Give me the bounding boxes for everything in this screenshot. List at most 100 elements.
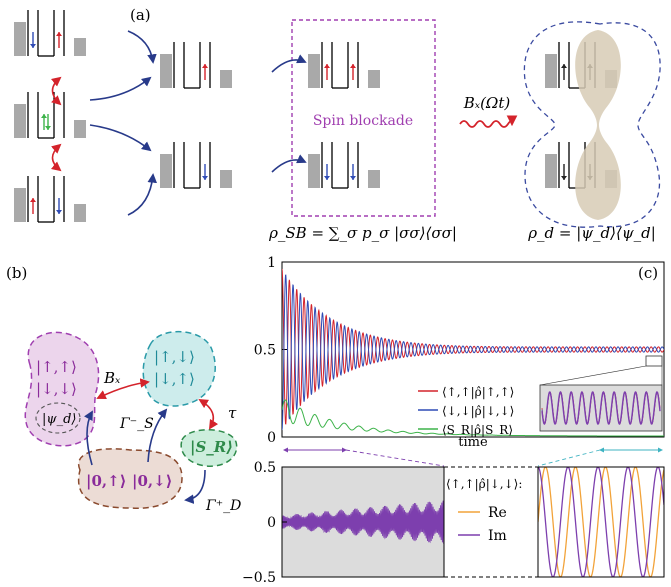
legend-text-sr: ⟨S_R|ρ̂|S_R⟩ (442, 423, 513, 437)
lower-ticks: 0.5 0 −0.5 (242, 460, 287, 586)
spin-arrowhead (56, 210, 62, 214)
gamma-s-label: Γ⁻_S (119, 416, 154, 432)
lead-right (74, 38, 86, 56)
lower-left-series (282, 500, 444, 544)
arrow-a1 (127, 30, 157, 64)
lower-ytick-label-0: 0.5 (254, 460, 276, 476)
lower-late-im (538, 467, 664, 577)
arrow-a3 (89, 124, 152, 152)
arrow-a6 (271, 154, 307, 173)
spin-arrowhead (30, 44, 36, 48)
lead-left (160, 154, 172, 188)
panel-b-label: (b) (6, 264, 27, 282)
zoom-line-1 (539, 365, 647, 386)
upper-ytick-label-0: 0 (267, 430, 276, 446)
upper-series (282, 268, 664, 437)
spin-arrowhead (56, 32, 62, 36)
drive-label: Bₓ(Ωt) (463, 94, 511, 112)
drive-wave-arrow (459, 115, 518, 128)
lower-im-early (282, 500, 444, 544)
dqd-downup-left (14, 176, 86, 223)
spin-arrowhead (30, 198, 36, 202)
spin-arrowhead (324, 176, 330, 180)
spin-arrowhead (561, 176, 567, 180)
red-arrow-a2 (51, 143, 62, 172)
lead-right (220, 70, 232, 88)
rho-sb-label: ρ_SB = ∑_σ p_σ |σσ⟩⟨σσ| (268, 224, 457, 242)
dash-connector-left (345, 449, 445, 467)
lower-legend-bg (446, 470, 536, 560)
tau-arrow (198, 399, 219, 430)
lead-right (368, 70, 380, 88)
lead-right (74, 204, 86, 222)
lead-left (545, 54, 557, 88)
spin-arrowhead (202, 176, 208, 180)
blob-cyan (142, 331, 216, 407)
lead-left (308, 54, 320, 88)
spin-arrowhead (324, 64, 330, 68)
blob-cyan-line2: |↓,↑⟩ (154, 370, 195, 388)
dqd-updown-left (14, 10, 86, 57)
lead-right (74, 120, 86, 138)
arrow-a5 (271, 54, 307, 73)
lower-legend-text-re: Re (488, 505, 507, 521)
lower-legend-text-im: Im (488, 528, 507, 544)
blob-brown (77, 448, 183, 509)
lead-left (14, 188, 26, 222)
upper-series-0 (282, 268, 664, 425)
inset-series (541, 390, 661, 426)
legend-text-uu: ⟨↑,↑|ρ̂|↑,↑⟩ (442, 385, 514, 399)
upper-ytick-label-1: 0.5 (254, 343, 276, 359)
lead-right (368, 170, 380, 188)
blob-cyan-line1: |↑,↓⟩ (154, 348, 195, 366)
psi-d-label: |ψ_d⟩ (42, 412, 76, 427)
gamma-d-label: Γ⁺_D (205, 498, 241, 514)
lower-legend-title: ⟨↑,↑|ρ̂|↓,↓⟩: (446, 477, 522, 491)
tau-label: τ (228, 404, 237, 422)
blob-green (180, 429, 238, 467)
upper-ticks: 00.51 (254, 255, 287, 446)
spin-arrowhead (350, 176, 356, 180)
lower-right-series (538, 467, 664, 577)
legend-text-dd: ⟨↓,↓|ρ̂|↓,↓⟩ (442, 404, 514, 418)
upper-series-1 (282, 274, 664, 431)
arrow-a4 (127, 173, 158, 216)
dqd-singlet-left (14, 92, 86, 139)
lower-right-frame (537, 466, 665, 578)
blob-brown-right: |0,↓⟩ (132, 472, 173, 490)
spin-blockade-box (291, 19, 436, 217)
panel-a-label: (a) (130, 6, 151, 24)
spin-blockade-label: Spin blockade (313, 113, 413, 129)
dqd-up-mid (160, 42, 232, 89)
blob-pink-line2: |↓,↓⟩ (36, 380, 77, 398)
spin-arrowhead (41, 114, 47, 118)
inset-line-2 (541, 390, 661, 426)
upper-ytick-label-2: 1 (267, 255, 276, 271)
spin-arrowhead (350, 64, 356, 68)
dark-state-outline (523, 21, 661, 228)
blob-pink-line1: |↑,↑⟩ (36, 358, 77, 376)
dqd-down-mid (160, 142, 232, 189)
gamma-d-arrow (184, 469, 206, 504)
lower-late-re (538, 467, 664, 577)
lower-ytick-label-2: −0.5 (242, 570, 276, 586)
spin-arrowhead (45, 126, 51, 130)
gamma-s-arrow2 (147, 408, 168, 463)
lead-left (160, 54, 172, 88)
arrow-a2 (89, 76, 152, 101)
xlabel-time: time (458, 435, 488, 450)
dqd-upup-box (308, 42, 380, 89)
psi-d-circle (35, 402, 81, 434)
upper-series-2 (282, 399, 664, 437)
panel-c-label: (c) (638, 264, 658, 282)
spin-arrowhead (561, 64, 567, 68)
blob-brown-left: |0,↑⟩ (86, 472, 127, 490)
spin-arrowhead (202, 64, 208, 68)
lead-left (308, 154, 320, 188)
shaded-lobes (575, 30, 621, 220)
lead-left (14, 104, 26, 138)
zoom-source-box (645, 355, 663, 367)
rho-d-label: ρ_d = |ψ_d⟩⟨ψ_d| (527, 224, 656, 242)
upper-legend: ⟨↑,↑|ρ̂|↑,↑⟩ ⟨↓,↓|ρ̂|↓,↓⟩ ⟨S_R|ρ̂|S_R⟩ (418, 385, 514, 437)
